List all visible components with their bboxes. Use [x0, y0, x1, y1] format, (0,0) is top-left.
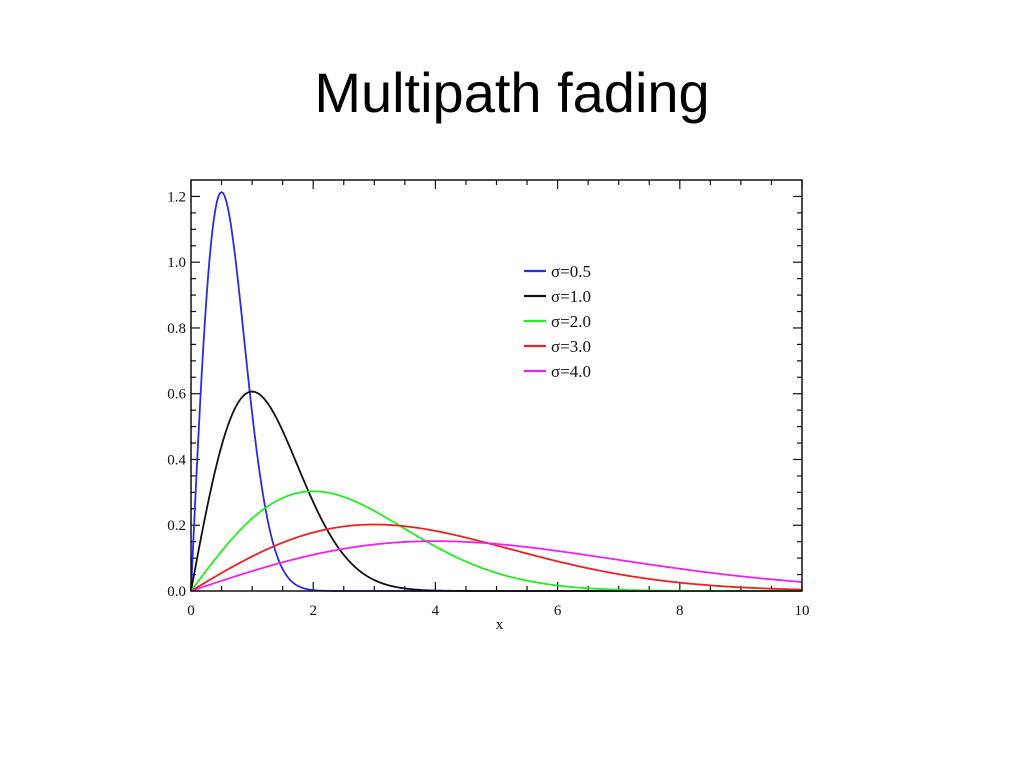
legend-label: σ=3.0	[551, 337, 591, 356]
x-tick-label: 2	[309, 603, 317, 619]
y-tick-label: 0.0	[167, 584, 186, 600]
series-line	[190, 390, 802, 592]
y-tick-label: 1.2	[167, 189, 186, 205]
y-tick-label: 0.8	[167, 321, 186, 337]
x-axis-label: x	[496, 617, 504, 633]
ticks: 0 2 4 6 8 10 0.0 0.2 0.4 0.6 0.8 1.0 1.2	[167, 180, 810, 619]
series-lines	[190, 191, 803, 592]
x-tick-label: 10	[795, 603, 810, 619]
series-line	[190, 191, 802, 592]
legend-label: σ=2.0	[551, 312, 591, 331]
legend: σ=0.5 σ=1.0 σ=2.0 σ=3.0 σ=4.0	[524, 262, 591, 381]
y-tick-label: 0.2	[167, 518, 186, 534]
legend-label: σ=1.0	[551, 287, 591, 306]
slide-title: Multipath fading	[314, 61, 710, 124]
series-line	[190, 540, 803, 592]
x-tick-label: 8	[676, 603, 684, 619]
x-tick-label: 0	[187, 603, 195, 619]
x-tick-label: 6	[554, 603, 562, 619]
series-line	[190, 523, 803, 592]
x-tick-label: 4	[432, 603, 440, 619]
plot-frame	[190, 179, 803, 592]
legend-label: σ=4.0	[551, 362, 591, 381]
series-line	[190, 490, 802, 592]
y-tick-label: 0.4	[167, 452, 186, 468]
legend-label: σ=0.5	[551, 262, 591, 281]
y-tick-label: 1.0	[167, 255, 186, 271]
y-tick-label: 0.6	[167, 387, 186, 403]
